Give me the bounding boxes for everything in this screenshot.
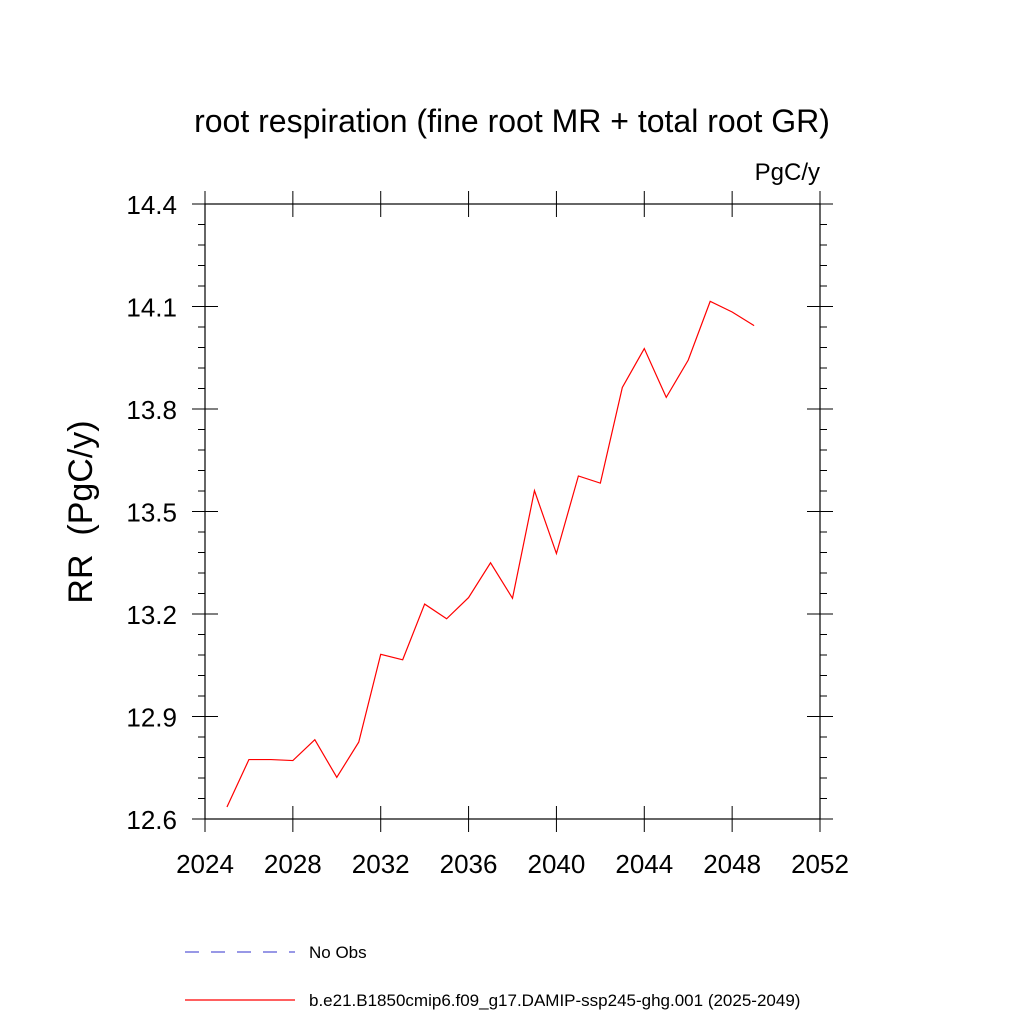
y-tick-label: 13.8 [126,395,177,425]
x-tick-label: 2052 [791,849,849,879]
chart-title: root respiration (fine root MR + total r… [194,103,830,139]
y-tick-label: 12.9 [126,703,177,733]
legend-label: b.e21.B1850cmip6.f09_g17.DAMIP-ssp245-gh… [309,991,800,1010]
x-tick-label: 2024 [176,849,234,879]
legend: No Obs b.e21.B1850cmip6.f09_g17.DAMIP-ssp… [185,943,800,1010]
axis-ticks [192,191,833,832]
y-tick-labels: 12.6 12.9 13.2 13.5 13.8 14.1 14.4 [126,190,177,835]
y-tick-label: 12.6 [126,805,177,835]
y-axis-label: RR (PgC/y) [62,420,100,603]
x-tick-label: 2040 [528,849,586,879]
legend-label: No Obs [309,943,367,962]
y-tick-label: 14.4 [126,190,177,220]
y-tick-label: 13.2 [126,600,177,630]
series-lines [226,300,755,808]
x-tick-label: 2032 [352,849,410,879]
units-label: PgC/y [755,159,820,186]
x-tick-label: 2028 [264,849,322,879]
x-tick-label: 2048 [703,849,761,879]
x-tick-label: 2036 [440,849,498,879]
y-tick-label: 13.5 [126,498,177,528]
x-tick-label: 2044 [615,849,673,879]
x-tick-labels: 2024 2028 2032 2036 2040 2044 2048 2052 [176,849,849,879]
plot-frame [204,203,821,820]
series-line [226,300,755,808]
y-tick-label: 14.1 [126,293,177,323]
